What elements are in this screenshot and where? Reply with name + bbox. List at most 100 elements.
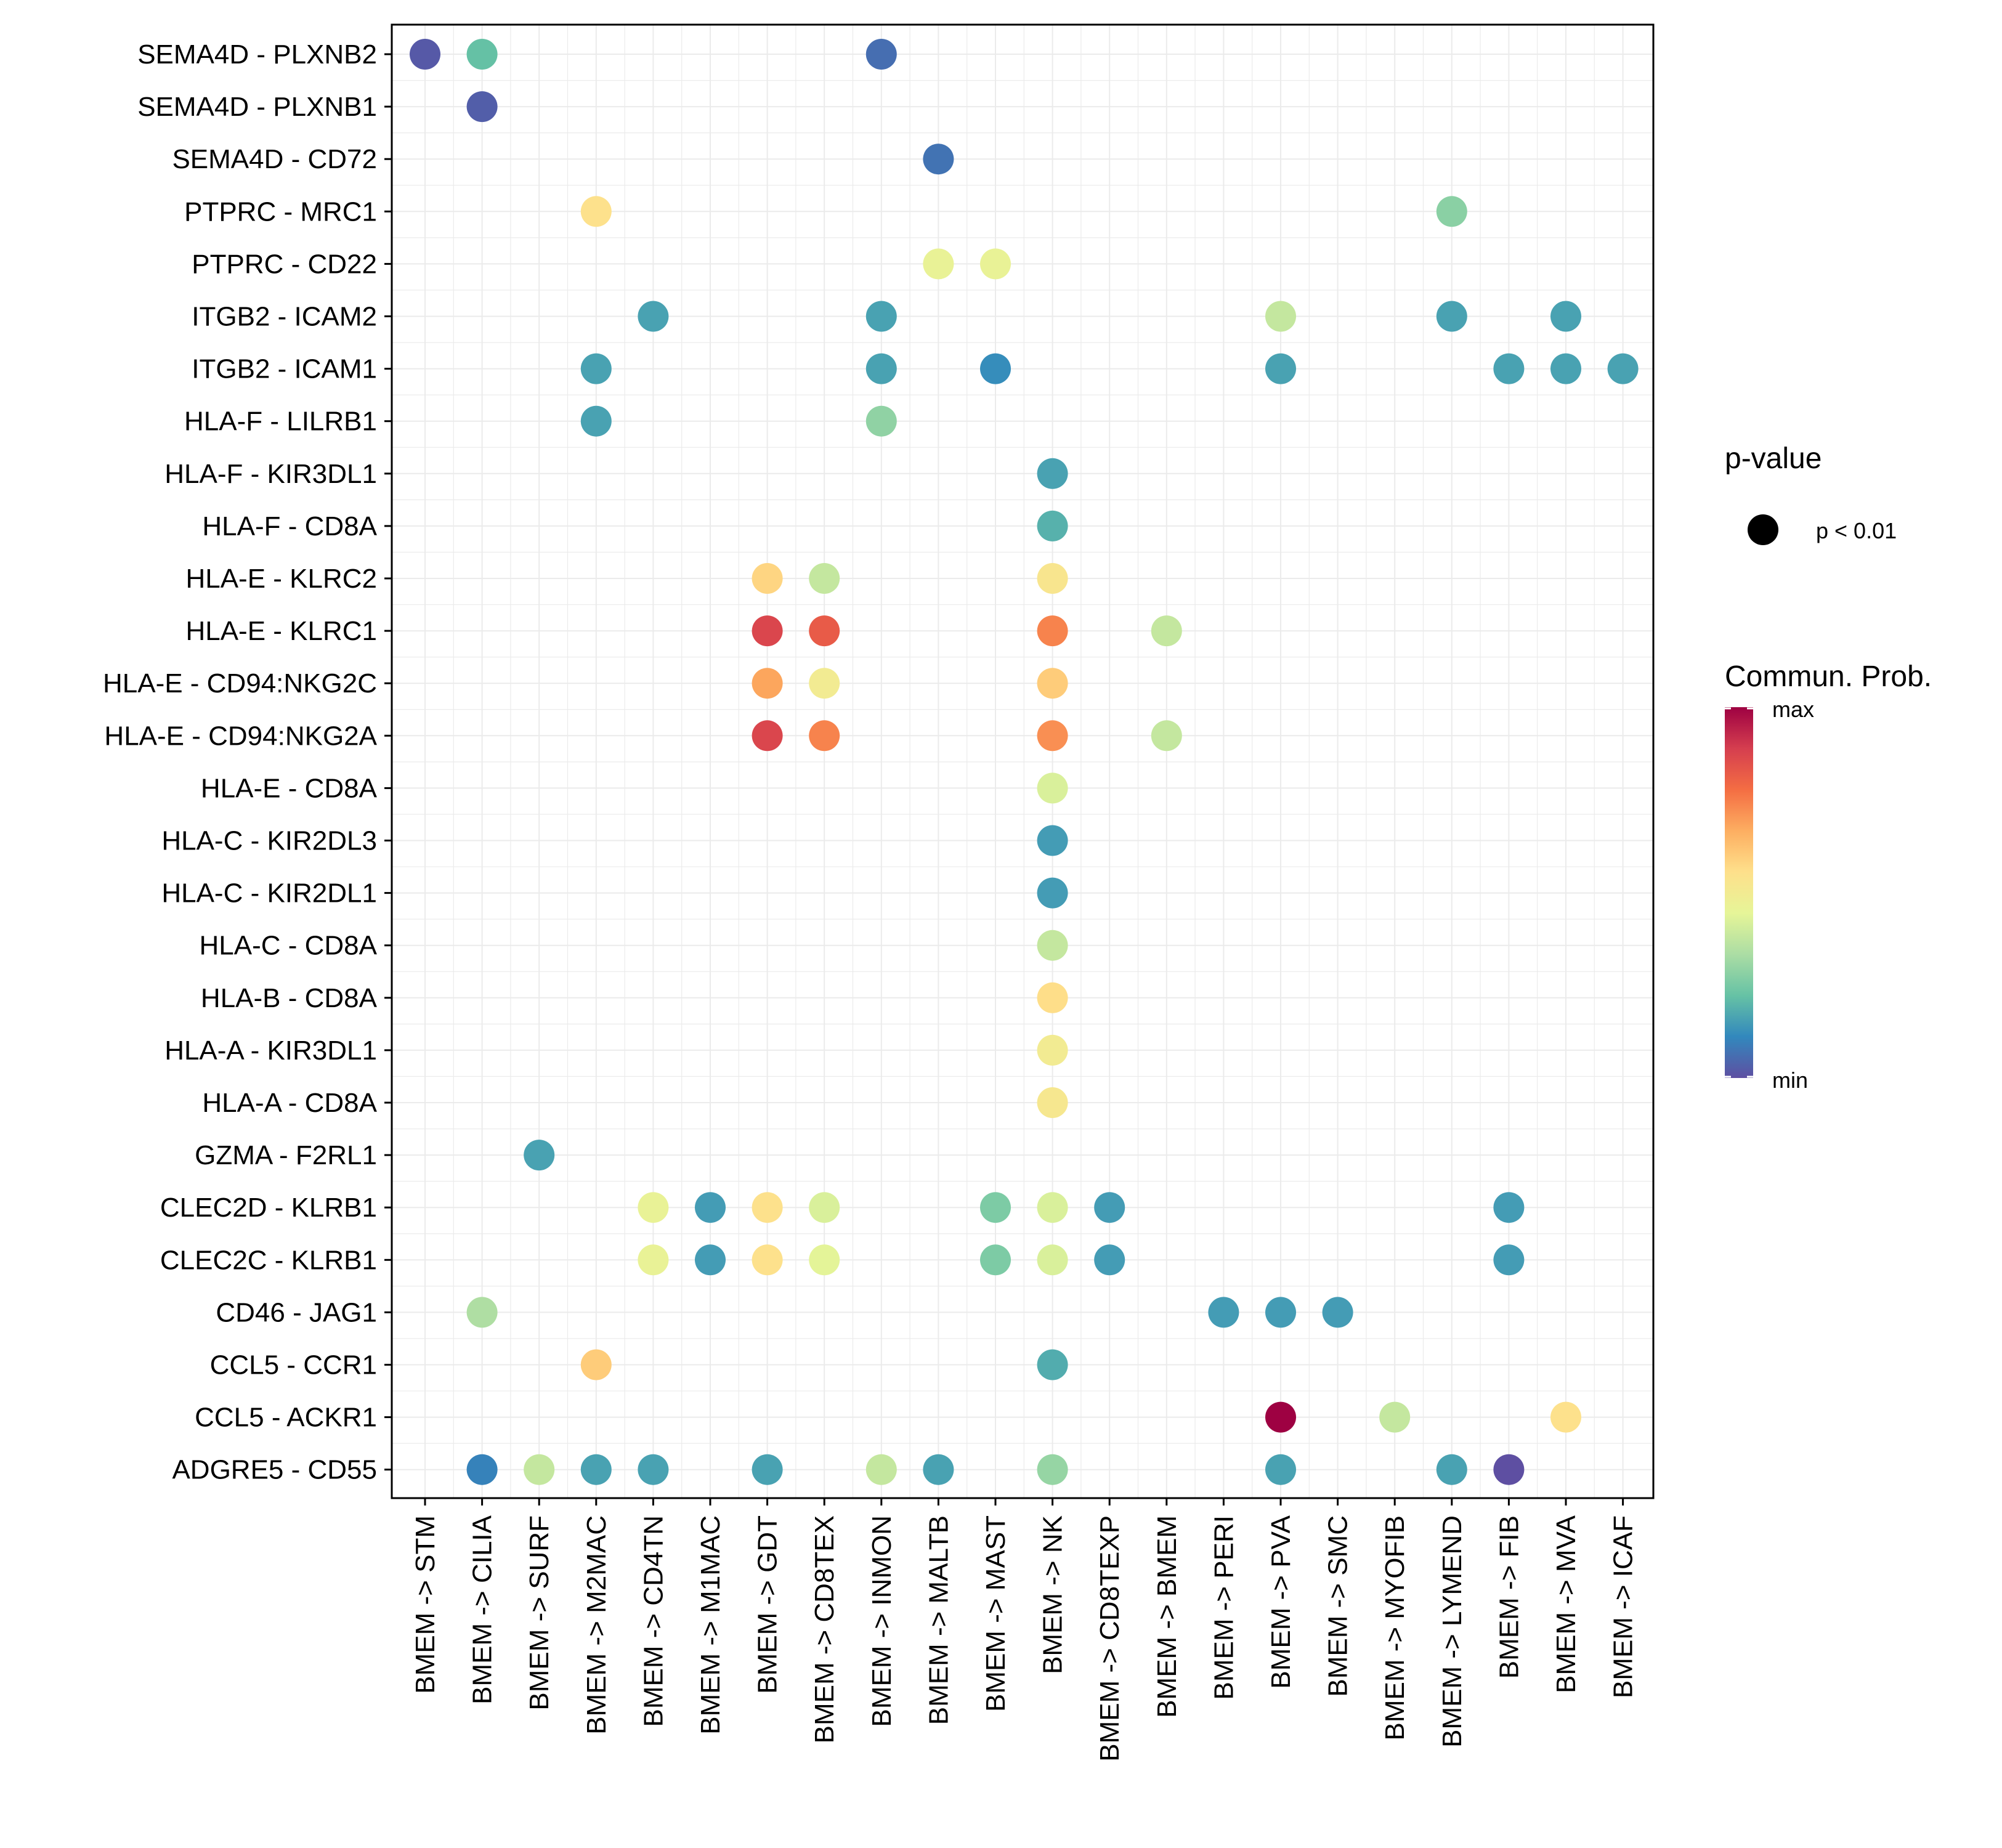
size-legend-label: p < 0.01 [1816, 518, 1897, 543]
dot-clec2c-klrb1-gdt [752, 1244, 783, 1276]
colorbar [1725, 707, 1753, 1078]
dot-itgb2-icam2-inmon [865, 301, 897, 332]
dot-hla-e-cd94-nkg2c-cd8tex [809, 668, 840, 699]
dot-hla-a-kir3dl1-nk [1037, 1034, 1068, 1066]
dot-itgb2-icam1-pva [1265, 353, 1296, 384]
x-tick-label-bmem-bmem: BMEM -> BMEM [1152, 1515, 1182, 1718]
y-tick-label-sema4d-plxnb2: SEMA4D - PLXNB2 [137, 39, 377, 70]
dot-itgb2-icam1-m2mac [580, 353, 612, 384]
dot-hla-e-cd94-nkg2c-nk [1037, 668, 1068, 699]
x-tick-label-bmem-gdt: BMEM -> GDT [753, 1515, 783, 1694]
dot-hla-c-kir2dl3-nk [1037, 825, 1068, 856]
dot-clec2d-klrb1-cd8texp [1094, 1192, 1125, 1223]
dot-hla-e-cd94-nkg2a-cd8tex [809, 720, 840, 752]
dot-itgb2-icam1-fib [1493, 353, 1525, 384]
y-tick-label-hla-c-cd8a: HLA-C - CD8A [200, 931, 378, 961]
dot-cd46-jag1-cilia [466, 1297, 498, 1328]
dot-adgre5-cd55-pva [1265, 1454, 1296, 1485]
dot-hla-e-cd94-nkg2a-bmem [1151, 720, 1182, 752]
dot-clec2d-klrb1-gdt [752, 1192, 783, 1223]
dot-hla-e-klrc1-cd8tex [809, 615, 840, 647]
y-axis: SEMA4D - PLXNB2 SEMA4D - PLXNB1 SEMA4D - C… [103, 39, 392, 1485]
dot-clec2d-klrb1-nk [1037, 1192, 1068, 1223]
dot-hla-c-kir2dl1-nk [1037, 877, 1068, 909]
dot-clec2c-klrb1-cd8tex [809, 1244, 840, 1276]
dot-clec2c-klrb1-cd4tn [638, 1244, 669, 1276]
x-tick-label-bmem-fib: BMEM -> FIB [1494, 1515, 1524, 1679]
dot-ccl5-ackr1-pva [1265, 1401, 1296, 1433]
dot-clec2d-klrb1-cd8tex [809, 1192, 840, 1223]
dot-hla-e-cd8a-nk [1037, 772, 1068, 804]
size-legend-dot [1748, 514, 1778, 545]
dot-adgre5-cd55-m2mac [580, 1454, 612, 1485]
x-tick-label-bmem-stm: BMEM -> STM [410, 1515, 440, 1694]
dot-itgb2-icam2-pva [1265, 301, 1296, 332]
y-tick-label-sema4d-plxnb1: SEMA4D - PLXNB1 [137, 92, 377, 122]
dot-hla-f-lilrb1-inmon [865, 405, 897, 437]
x-tick-label-bmem-m2mac: BMEM -> M2MAC [582, 1515, 612, 1735]
y-tick-label-hla-e-klrc1: HLA-E - KLRC1 [185, 616, 377, 646]
x-tick-label-bmem-myofib: BMEM -> MYOFIB [1380, 1515, 1410, 1740]
dot-sema4d-cd72-maltb [923, 144, 954, 175]
dot-itgb2-icam1-mva [1550, 353, 1581, 384]
dot-ccl5-ackr1-mva [1550, 1401, 1581, 1433]
x-tick-label-bmem-icaf: BMEM -> ICAF [1608, 1515, 1639, 1698]
dot-sema4d-plxnb1-cilia [466, 91, 498, 123]
x-tick-label-bmem-cd8tex: BMEM -> CD8TEX [809, 1515, 840, 1743]
dot-hla-e-cd94-nkg2c-gdt [752, 668, 783, 699]
dot-hla-b-cd8a-nk [1037, 982, 1068, 1013]
x-tick-label-bmem-peri: BMEM -> PERI [1209, 1515, 1239, 1700]
y-tick-label-itgb2-icam2: ITGB2 - ICAM2 [192, 302, 377, 332]
dot-itgb2-icam2-mva [1550, 301, 1581, 332]
dot-itgb2-icam2-lymend [1436, 301, 1467, 332]
dot-hla-a-cd8a-nk [1037, 1087, 1068, 1118]
dot-adgre5-cd55-fib [1493, 1454, 1525, 1485]
x-tick-label-bmem-cilia: BMEM -> CILIA [468, 1515, 498, 1704]
dot-hla-f-kir3dl1-nk [1037, 458, 1068, 489]
dot-ccl5-ccr1-nk [1037, 1349, 1068, 1380]
dot-adgre5-cd55-surf [524, 1454, 555, 1485]
y-tick-label-hla-f-kir3dl1: HLA-F - KIR3DL1 [164, 459, 377, 489]
dot-cd46-jag1-smc [1322, 1297, 1353, 1328]
y-tick-label-sema4d-cd72: SEMA4D - CD72 [172, 144, 377, 174]
dot-hla-e-klrc2-gdt [752, 563, 783, 594]
dot-adgre5-cd55-cd4tn [638, 1454, 669, 1485]
x-tick-label-bmem-mva: BMEM -> MVA [1551, 1515, 1581, 1693]
dot-clec2d-klrb1-fib [1493, 1192, 1525, 1223]
y-tick-label-hla-e-cd8a: HLA-E - CD8A [201, 773, 378, 803]
x-tick-label-bmem-cd4tn: BMEM -> CD4TN [638, 1515, 668, 1727]
dot-sema4d-plxnb2-stm [410, 39, 440, 70]
x-axis: BMEM -> STM BMEM -> CILIA BMEM -> SURF BMEM… [410, 1498, 1639, 1762]
y-tick-label-clec2c-klrb1: CLEC2C - KLRB1 [160, 1245, 377, 1275]
x-tick-label-bmem-cd8texp: BMEM -> CD8TEXP [1095, 1515, 1125, 1762]
dot-clec2c-klrb1-cd8texp [1094, 1244, 1125, 1276]
y-tick-label-clec2d-klrb1: CLEC2D - KLRB1 [160, 1193, 377, 1223]
dot-clec2c-klrb1-m1mac [695, 1244, 726, 1276]
dot-hla-f-lilrb1-m2mac [580, 405, 612, 437]
y-tick-label-hla-f-lilrb1: HLA-F - LILRB1 [184, 407, 377, 437]
dot-ptprc-cd22-mast [980, 248, 1011, 280]
colorbar-min-label: min [1772, 1068, 1808, 1093]
y-tick-label-ptprc-mrc1: PTPRC - MRC1 [184, 197, 377, 227]
dot-adgre5-cd55-lymend [1436, 1454, 1467, 1485]
y-tick-label-hla-e-cd94-nkg2c: HLA-E - CD94:NKG2C [103, 668, 377, 699]
x-tick-label-bmem-inmon: BMEM -> INMON [867, 1515, 897, 1727]
dot-adgre5-cd55-maltb [923, 1454, 954, 1485]
dot-hla-f-cd8a-nk [1037, 510, 1068, 541]
dot-ccl5-ccr1-m2mac [580, 1349, 612, 1380]
x-tick-label-bmem-pva: BMEM -> PVA [1266, 1515, 1296, 1688]
dot-itgb2-icam1-mast [980, 353, 1011, 384]
dot-sema4d-plxnb2-inmon [865, 39, 897, 70]
colorbar-max-label: max [1772, 697, 1814, 722]
dot-adgre5-cd55-inmon [865, 1454, 897, 1485]
y-tick-label-hla-e-cd94-nkg2a: HLA-E - CD94:NKG2A [104, 721, 377, 751]
dot-itgb2-icam2-cd4tn [638, 301, 669, 332]
dot-ptprc-mrc1-m2mac [580, 196, 612, 227]
data-points [410, 39, 1639, 1485]
dot-hla-e-cd94-nkg2a-gdt [752, 720, 783, 752]
dot-hla-c-cd8a-nk [1037, 930, 1068, 961]
dot-clec2d-klrb1-m1mac [695, 1192, 726, 1223]
dot-hla-e-klrc2-cd8tex [809, 563, 840, 594]
x-tick-label-bmem-nk: BMEM -> NK [1038, 1515, 1068, 1674]
dot-cd46-jag1-pva [1265, 1297, 1296, 1328]
